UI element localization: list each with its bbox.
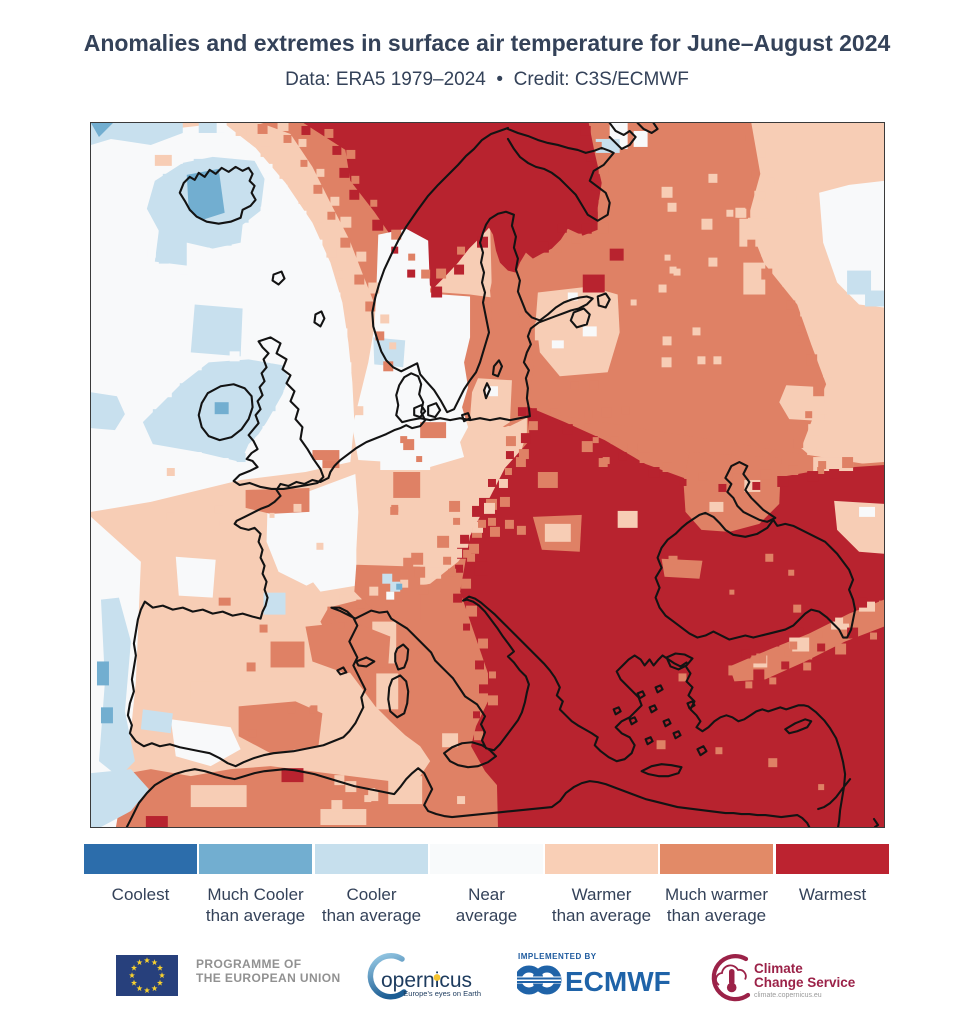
svg-text:Climate: Climate — [754, 961, 803, 976]
svg-text:Europe's eyes on Earth: Europe's eyes on Earth — [403, 989, 481, 998]
svg-text:ECMWF: ECMWF — [565, 966, 671, 996]
svg-text:opernicus: opernicus — [381, 969, 472, 992]
svg-text:climate.copernicus.eu: climate.copernicus.eu — [754, 992, 822, 999]
svg-text:Change Service: Change Service — [754, 975, 856, 990]
